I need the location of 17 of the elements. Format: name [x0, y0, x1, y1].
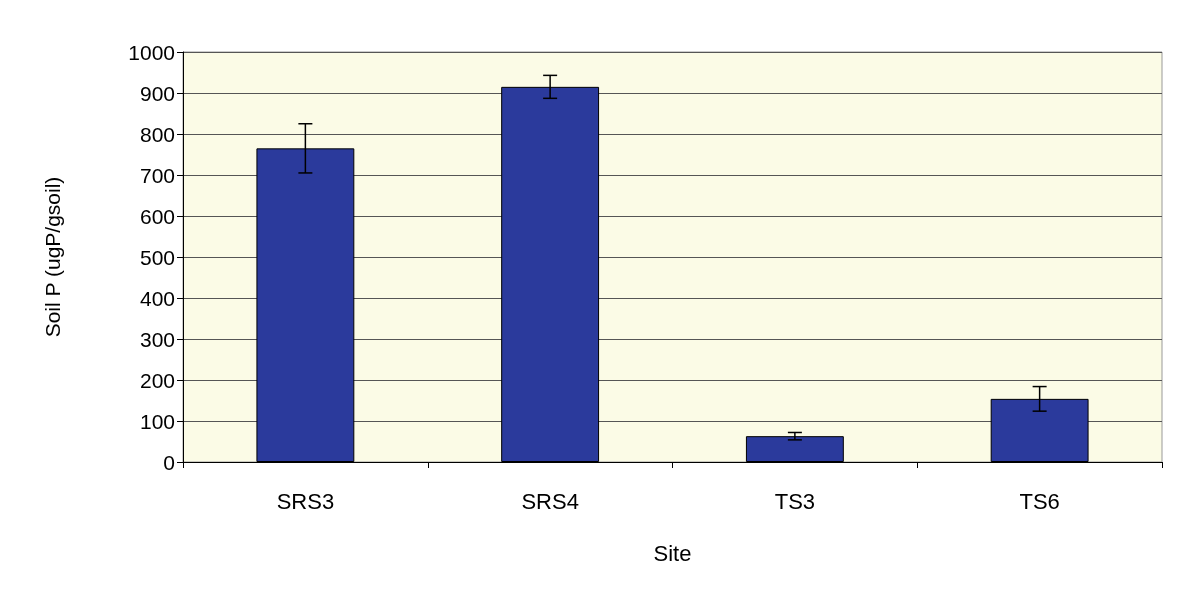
y-tick-label: 300 — [139, 327, 175, 351]
y-tick-label: 700 — [139, 163, 175, 187]
y-tick-label: 500 — [139, 245, 175, 269]
y-tick-label: 200 — [139, 368, 175, 392]
x-tick-label: SRS4 — [521, 488, 579, 514]
x-tick-label: TS6 — [1019, 488, 1060, 514]
y-tick-label: 1000 — [128, 40, 175, 64]
y-tick-label: 0 — [163, 450, 175, 474]
y-tick-label: 100 — [139, 409, 175, 433]
y-tick-label: 600 — [139, 204, 175, 228]
x-axis-title: Site — [653, 540, 692, 566]
y-tick-label: 400 — [139, 286, 175, 310]
y-tick-label: 800 — [139, 122, 175, 146]
y-tick-label: 900 — [139, 81, 175, 105]
x-tick-label: SRS3 — [276, 488, 335, 514]
x-tick-label: TS3 — [774, 488, 816, 514]
y-axis-title: Soil P (ugP/gsoil) — [41, 176, 64, 338]
